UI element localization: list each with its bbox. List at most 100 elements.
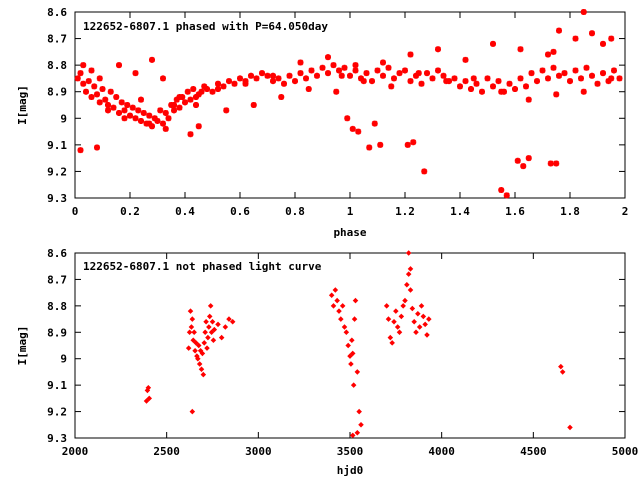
- y-tick-label: 9.2: [47, 165, 67, 178]
- data-point: [457, 83, 463, 90]
- x-tick-label: 1.2: [395, 205, 415, 218]
- y-tick-label: 8.6: [47, 247, 67, 260]
- data-point: [350, 382, 357, 388]
- data-point: [435, 67, 441, 74]
- y-tick-label: 8.9: [47, 86, 67, 99]
- data-point: [207, 303, 214, 309]
- y-tick-label: 9.3: [47, 192, 67, 205]
- data-point: [264, 72, 271, 79]
- data-point: [517, 46, 524, 53]
- data-point: [440, 72, 447, 79]
- y-tick-label: 9: [60, 353, 67, 366]
- data-point: [77, 70, 84, 77]
- data-point: [215, 80, 221, 87]
- data-point: [146, 112, 153, 119]
- data-point: [413, 72, 419, 79]
- data-point: [220, 83, 227, 90]
- data-point: [349, 432, 356, 439]
- y-tick-label: 8.8: [47, 59, 67, 72]
- data-point: [424, 70, 430, 77]
- data-point: [391, 75, 397, 82]
- data-point: [193, 340, 199, 346]
- data-point: [160, 120, 166, 127]
- data-point: [281, 80, 287, 87]
- data-point: [204, 86, 210, 93]
- data-point: [237, 75, 243, 82]
- data-point: [187, 96, 194, 103]
- data-point: [394, 324, 401, 330]
- data-point: [105, 107, 111, 114]
- data-point: [303, 75, 309, 82]
- data-point: [222, 324, 229, 330]
- data-point: [107, 88, 114, 95]
- data-point: [176, 104, 183, 111]
- data-point: [545, 51, 551, 58]
- data-point: [270, 78, 276, 85]
- data-point: [127, 112, 133, 119]
- data-point: [204, 345, 210, 351]
- data-point: [138, 96, 144, 103]
- data-point: [380, 59, 386, 66]
- data-point: [418, 303, 425, 309]
- data-point: [297, 70, 304, 77]
- data-point: [506, 80, 513, 87]
- data-point: [129, 104, 136, 111]
- x-tick-label: 2: [622, 205, 629, 218]
- data-point: [415, 311, 421, 317]
- data-point: [165, 115, 172, 122]
- data-point: [339, 303, 346, 309]
- data-point: [99, 86, 106, 93]
- data-point: [578, 75, 584, 82]
- data-point: [124, 102, 131, 108]
- data-point: [525, 155, 532, 162]
- data-point: [162, 125, 169, 132]
- data-point: [580, 9, 587, 15]
- data-point: [162, 109, 169, 116]
- data-point: [404, 281, 410, 288]
- data-point: [121, 115, 128, 122]
- data-point: [561, 70, 568, 77]
- x-tick-label: 3500: [337, 445, 364, 458]
- data-point: [343, 329, 350, 336]
- data-point: [275, 75, 282, 82]
- data-point: [199, 350, 206, 357]
- data-point: [173, 96, 180, 103]
- data-point: [366, 144, 373, 151]
- data-point: [138, 117, 144, 124]
- data-point: [567, 424, 573, 431]
- data-point: [351, 316, 358, 322]
- x-tick-label: 0: [72, 205, 79, 218]
- data-point: [377, 141, 384, 148]
- data-point: [188, 324, 195, 330]
- data-point: [121, 107, 128, 114]
- data-point: [325, 54, 331, 61]
- data-point: [363, 70, 370, 77]
- data-point: [388, 83, 395, 90]
- data-point: [80, 80, 87, 87]
- data-point: [215, 86, 221, 93]
- data-point: [286, 72, 293, 79]
- data-point: [338, 316, 344, 322]
- data-point: [88, 67, 95, 74]
- data-point: [334, 297, 340, 304]
- data-point: [355, 128, 362, 135]
- y-tick-label: 9.1: [47, 139, 67, 152]
- data-point: [160, 75, 166, 82]
- data-point: [421, 168, 428, 175]
- data-point: [400, 303, 406, 309]
- data-point: [407, 287, 414, 293]
- data-point: [356, 408, 362, 415]
- data-point: [190, 86, 197, 93]
- data-point: [407, 266, 414, 272]
- x-tick-label: 1.8: [560, 205, 580, 218]
- data-point: [215, 321, 221, 328]
- data-point: [270, 72, 276, 79]
- data-point: [96, 99, 103, 106]
- chart-panel-2: 2000 2500 3000 3500 4000 4500 5000 8.6 8.7 8.8 8.9…: [16, 247, 638, 477]
- data-point: [550, 64, 557, 71]
- data-point: [520, 163, 527, 170]
- data-point: [559, 369, 566, 375]
- data-point: [308, 67, 315, 74]
- data-point: [206, 313, 213, 320]
